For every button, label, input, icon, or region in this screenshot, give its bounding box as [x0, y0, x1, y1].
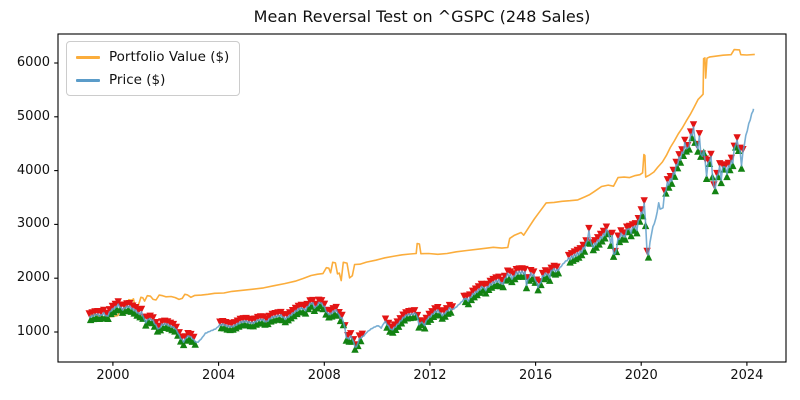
legend-item-portfolio: Portfolio Value ($): [76, 49, 229, 65]
legend-label-portfolio: Portfolio Value ($): [109, 49, 230, 65]
y-tick-label: 2000: [16, 270, 50, 286]
x-tick-label: 2000: [96, 368, 130, 383]
y-tick-label: 5000: [16, 108, 50, 124]
y-tick-label: 6000: [16, 55, 50, 71]
x-tick-label: 2008: [307, 368, 341, 383]
portfolio-line-swatch-icon: [76, 55, 100, 59]
tick-marks: [54, 62, 748, 366]
x-tick-label: 2012: [413, 368, 447, 383]
x-tick-label: 2004: [202, 368, 236, 383]
x-tick-label: 2020: [624, 368, 658, 383]
y-tick-label: 4000: [16, 162, 50, 178]
legend-label-price: Price ($): [109, 72, 166, 88]
price-line-swatch-icon: [76, 78, 100, 82]
buy-markers: [86, 133, 746, 353]
legend-item-price: Price ($): [76, 72, 229, 88]
price-line: [88, 108, 755, 348]
axes-frame: [57, 33, 787, 363]
portfolio-line: [89, 48, 755, 318]
legend: Portfolio Value ($) Price ($): [66, 41, 241, 96]
chart-title: Mean Reversal Test on ^GSPC (248 Sales): [253, 7, 591, 26]
y-tick-label: 3000: [16, 216, 50, 232]
x-tick-label: 2024: [730, 368, 764, 383]
y-tick-label: 1000: [16, 323, 50, 339]
x-tick-label: 2016: [519, 368, 553, 383]
